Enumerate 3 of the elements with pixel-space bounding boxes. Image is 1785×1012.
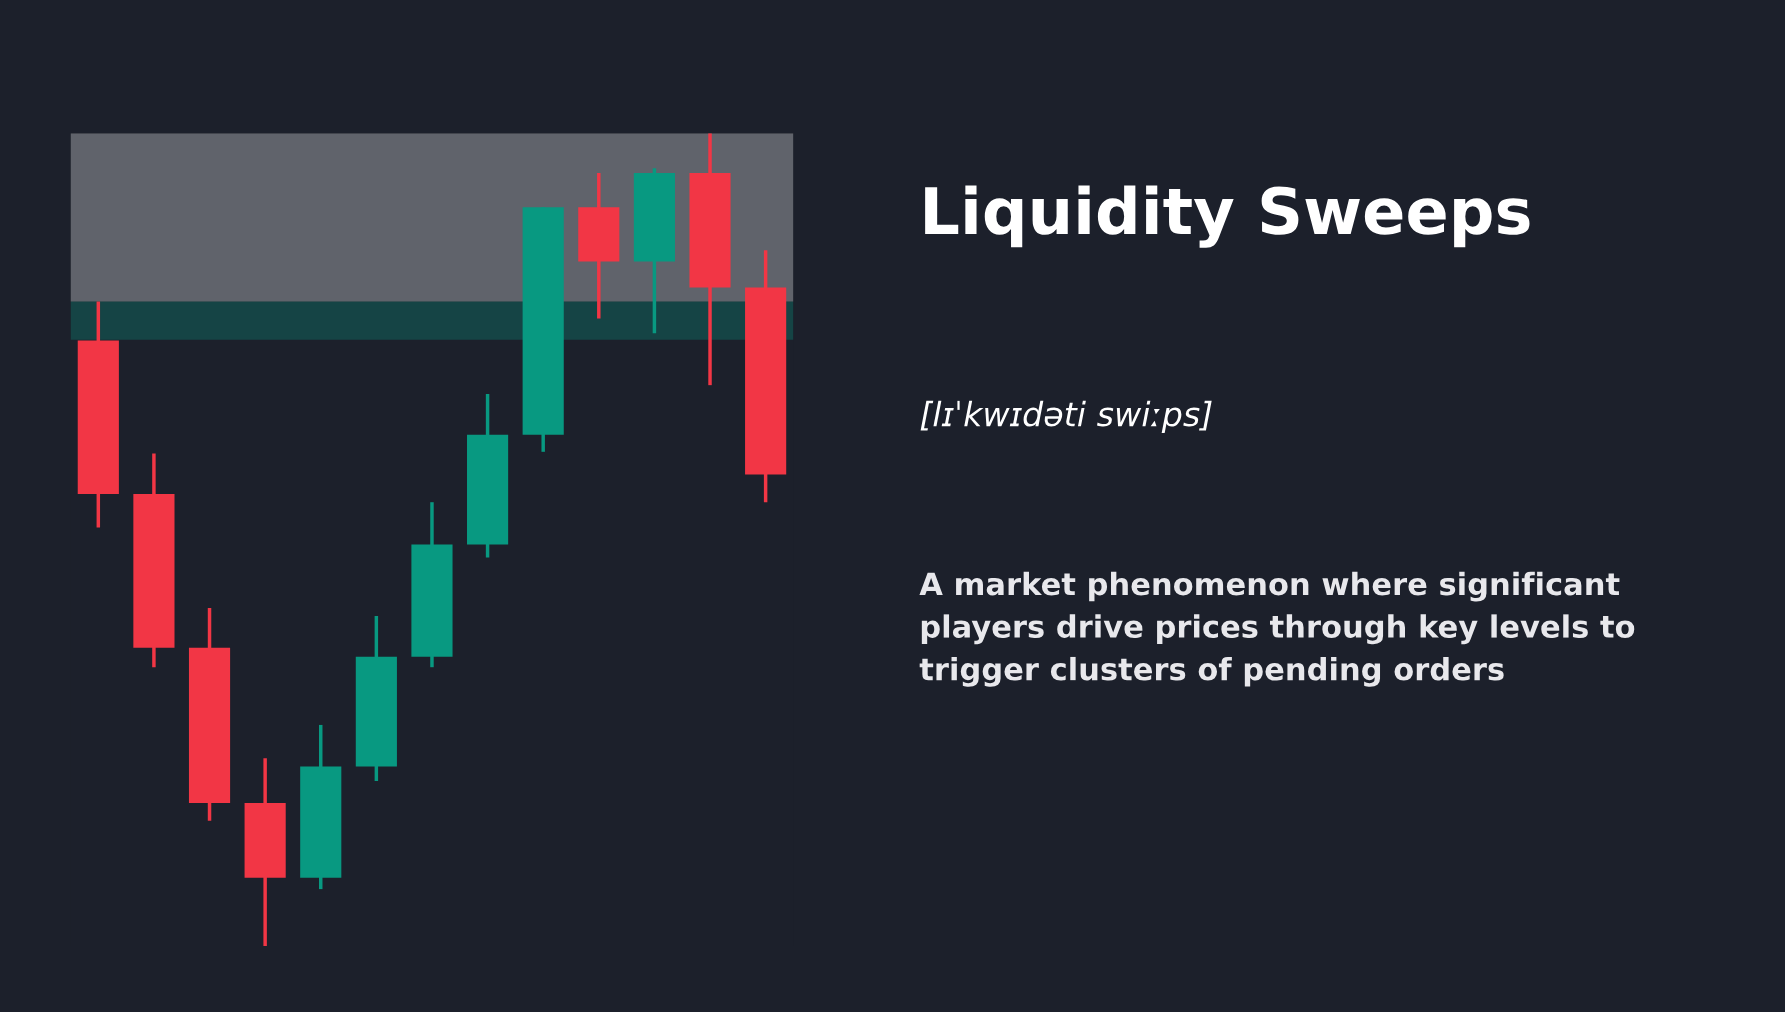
text: A market phenomenon where significant players drive prices through key levels to trigger clusters of pending orders (919, 571, 1635, 687)
text: [lɪˈkwɪdəti swiːps] (920, 400, 1212, 434)
text: Liquidity Sweeps (925, 185, 1530, 248)
